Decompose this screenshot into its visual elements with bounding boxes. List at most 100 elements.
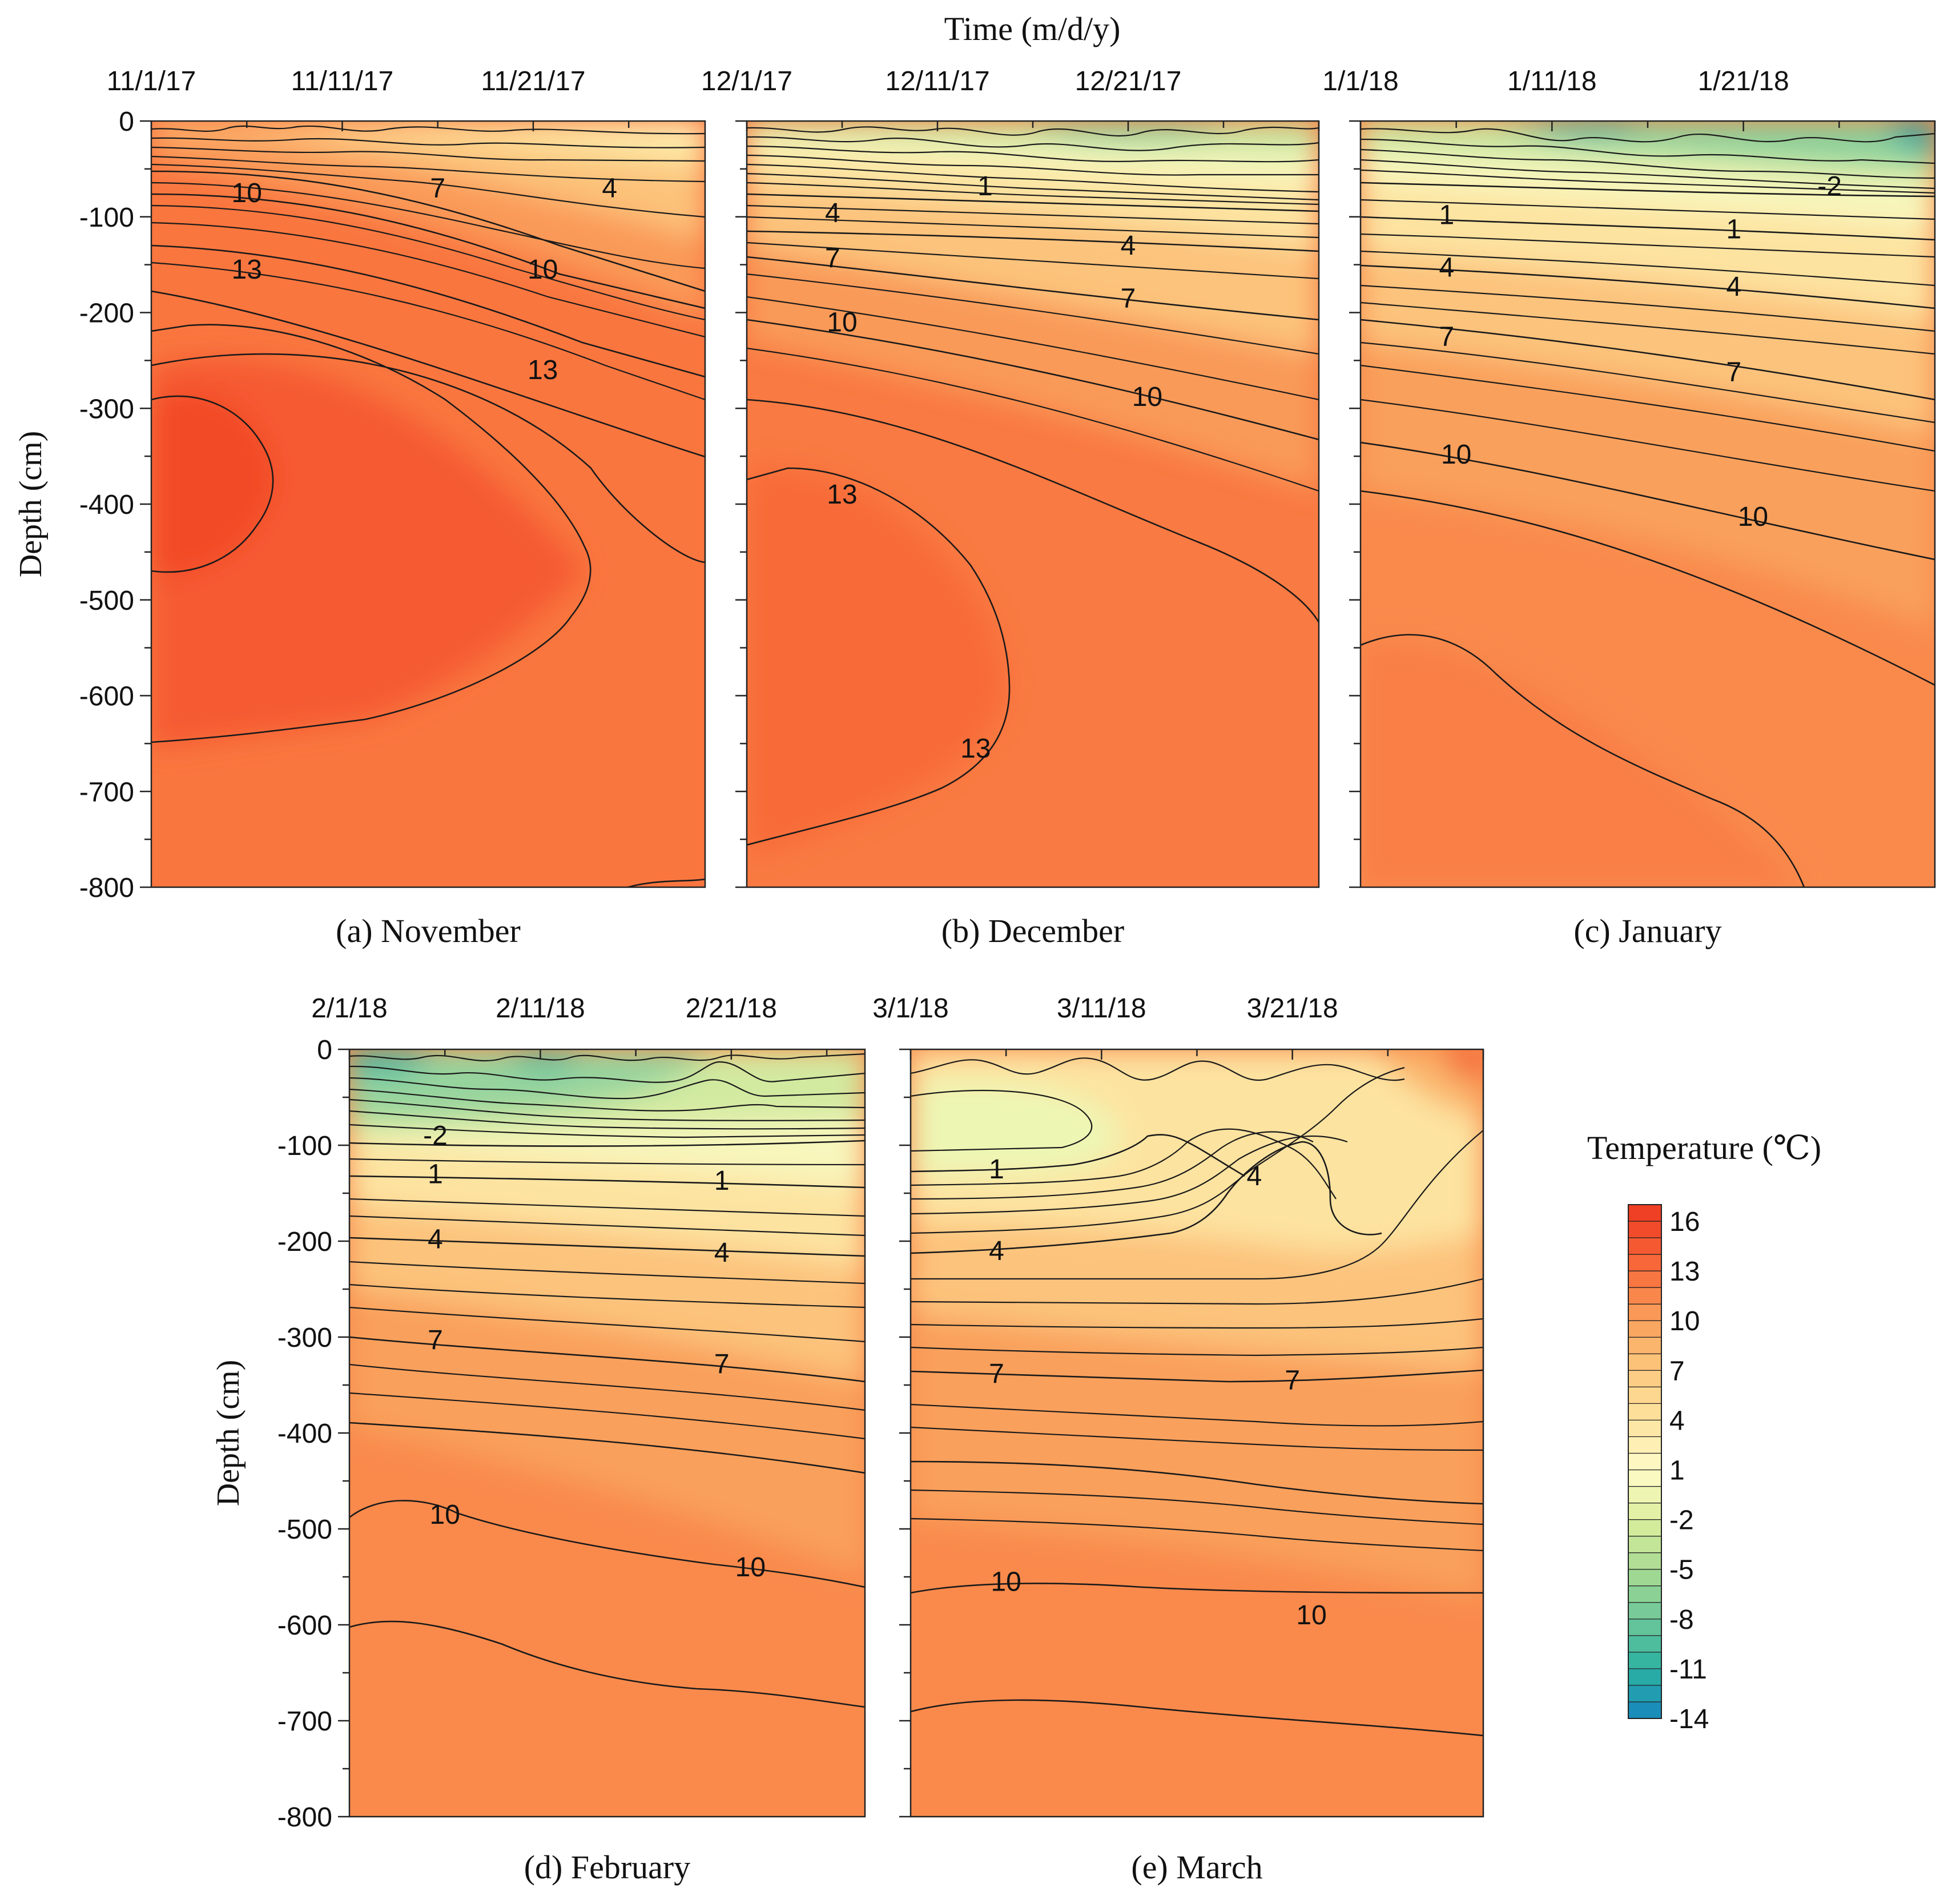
legend-swatch [1628, 1486, 1662, 1504]
x-tick-label: 1/21/18 [1698, 66, 1789, 96]
x-tick-label: 12/11/17 [885, 66, 989, 96]
panel-e: 1 4 4 7 7 10 10 3/1/18 3/11/18 3/21/18 (e) March [872, 993, 1484, 1886]
contour-label: 10 [1738, 502, 1768, 532]
contour-label: 7 [714, 1349, 730, 1379]
x-tick-label: 11/11/17 [291, 66, 394, 96]
legend-swatch [1628, 1668, 1662, 1686]
legend-swatch [1628, 1287, 1662, 1305]
legend-swatch [1628, 1254, 1662, 1271]
legend-swatch [1628, 1237, 1662, 1255]
contour-label: 1 [989, 1154, 1004, 1185]
legend-label: 16 [1669, 1207, 1700, 1237]
legend-swatch [1628, 1419, 1662, 1438]
y-tick-label: -300 [277, 1323, 332, 1353]
contour-label: 10 [232, 178, 262, 208]
y-axis-label: Depth (cm) [13, 431, 49, 578]
legend-swatch [1628, 1270, 1662, 1288]
y-tick-label: -800 [277, 1802, 332, 1833]
legend: Temperature (℃) 16 13 10 7 4 1 -2 -5 -8 -11 -14 [1587, 1129, 1821, 1734]
y-tick-label: 0 [317, 1035, 332, 1065]
legend-frame [1628, 1204, 1662, 1719]
legend-label: -5 [1669, 1555, 1694, 1585]
contour-label: 13 [827, 480, 857, 510]
legend-swatch [1628, 1221, 1662, 1238]
legend-swatch [1628, 1552, 1662, 1570]
axes-d: 2/1/18 2/11/18 2/21/18 0 -100 -200 -300 -400 -50… [211, 993, 828, 1886]
legend-swatch [1628, 1204, 1662, 1222]
contour-label: 4 [428, 1225, 443, 1255]
panel-caption: (b) December [941, 912, 1124, 949]
y-tick-label: -800 [79, 873, 134, 903]
legend-swatch [1628, 1536, 1662, 1553]
legend-swatch [1628, 1320, 1662, 1338]
contour-label: 7 [1285, 1366, 1300, 1396]
axes-b: 12/1/17 12/11/17 12/21/17 (b) December [701, 66, 1320, 949]
contour-label: 7 [1121, 283, 1136, 313]
legend-swatch [1628, 1436, 1662, 1454]
contour-label: 7 [428, 1325, 443, 1355]
contour-label: -2 [1817, 171, 1842, 202]
legend-swatch [1628, 1353, 1662, 1371]
legend-swatch [1628, 1403, 1662, 1421]
legend-swatch [1628, 1452, 1662, 1471]
y-axis-label: Depth (cm) [211, 1360, 246, 1507]
contour-label: 4 [1439, 253, 1455, 283]
y-tick-label: -100 [79, 203, 134, 233]
contour-label: 7 [825, 243, 840, 273]
legend-swatch [1628, 1370, 1662, 1387]
legend-swatch [1628, 1585, 1662, 1603]
figure-title: Time (m/d/y) [944, 10, 1121, 47]
contour-label: 13 [960, 734, 991, 764]
legend-swatch [1628, 1685, 1662, 1702]
panel-caption: (e) March [1131, 1849, 1262, 1886]
contour-label: 10 [991, 1567, 1021, 1597]
x-tick-label: 3/1/18 [872, 993, 948, 1024]
y-tick-label: -100 [277, 1131, 332, 1161]
legend-swatch [1628, 1619, 1662, 1636]
contour-labels-a: 10 7 4 13 10 13 [232, 173, 618, 385]
legend-label: 1 [1669, 1456, 1685, 1486]
contour-labels-b: 1 4 4 7 7 10 10 13 13 [825, 171, 1162, 764]
y-tick-label: -500 [79, 586, 134, 616]
contour-label: 1 [714, 1166, 730, 1196]
panel-c: -2 1 1 4 4 7 7 10 10 1/1/18 1/11/18 1/21/18 (c) Jan… [1322, 66, 1936, 949]
contour-label: 4 [825, 198, 840, 228]
legend-swatch [1628, 1337, 1662, 1354]
panel-b: 1 4 4 7 7 10 10 13 13 12/1/17 12/11/17 12/21/17 (b)… [701, 66, 1320, 949]
contour-label: 10 [528, 255, 558, 285]
legend-swatch [1628, 1635, 1662, 1653]
panel-caption: (c) January [1573, 912, 1721, 949]
contour-label: 4 [1246, 1161, 1262, 1191]
x-tick-label: 2/21/18 [686, 993, 777, 1024]
legend-swatch [1628, 1303, 1662, 1321]
y-tick-label: -600 [277, 1611, 332, 1641]
y-tick-label: -700 [79, 777, 134, 807]
x-tick-label: 12/1/17 [701, 66, 792, 96]
axes-c: 1/1/18 1/11/18 1/21/18 (c) January [1322, 66, 1936, 949]
legend-label: -2 [1669, 1506, 1694, 1536]
contour-label: 1 [428, 1159, 443, 1189]
contour-label: 10 [1296, 1600, 1326, 1631]
panel-d: -2 1 1 4 4 7 7 10 10 2/1/18 2/11/18 2/21/18 0 -100 -2… [211, 993, 866, 1886]
contour-label: 1 [977, 171, 993, 202]
contour-label: 13 [232, 255, 262, 285]
contour-labels-d: -2 1 1 4 4 7 7 10 10 [423, 1121, 766, 1583]
contour-label: 4 [714, 1238, 730, 1268]
axes-e: 3/1/18 3/11/18 3/21/18 (e) March [872, 993, 1484, 1886]
y-tick-label: -300 [79, 394, 134, 424]
contour-label: 4 [1726, 272, 1742, 302]
contour-label: 13 [528, 355, 558, 385]
y-tick-label: 0 [119, 107, 134, 137]
x-tick-label: 1/1/18 [1322, 66, 1398, 96]
contour-label: 10 [430, 1500, 460, 1530]
contour-label: 4 [1121, 231, 1136, 261]
x-tick-label: 3/11/18 [1057, 993, 1146, 1024]
panel-caption: (d) February [524, 1849, 691, 1886]
panel-a: 10 7 4 13 10 13 11/1/17 11/11/17 11/21/17 0 -100 -… [13, 66, 706, 949]
legend-label: -11 [1669, 1655, 1707, 1685]
legend-label: 13 [1669, 1257, 1700, 1287]
contour-labels-c: -2 1 1 4 4 7 7 10 10 [1439, 171, 1842, 532]
legend-label: -8 [1669, 1605, 1694, 1635]
contour-label: 10 [735, 1552, 766, 1583]
